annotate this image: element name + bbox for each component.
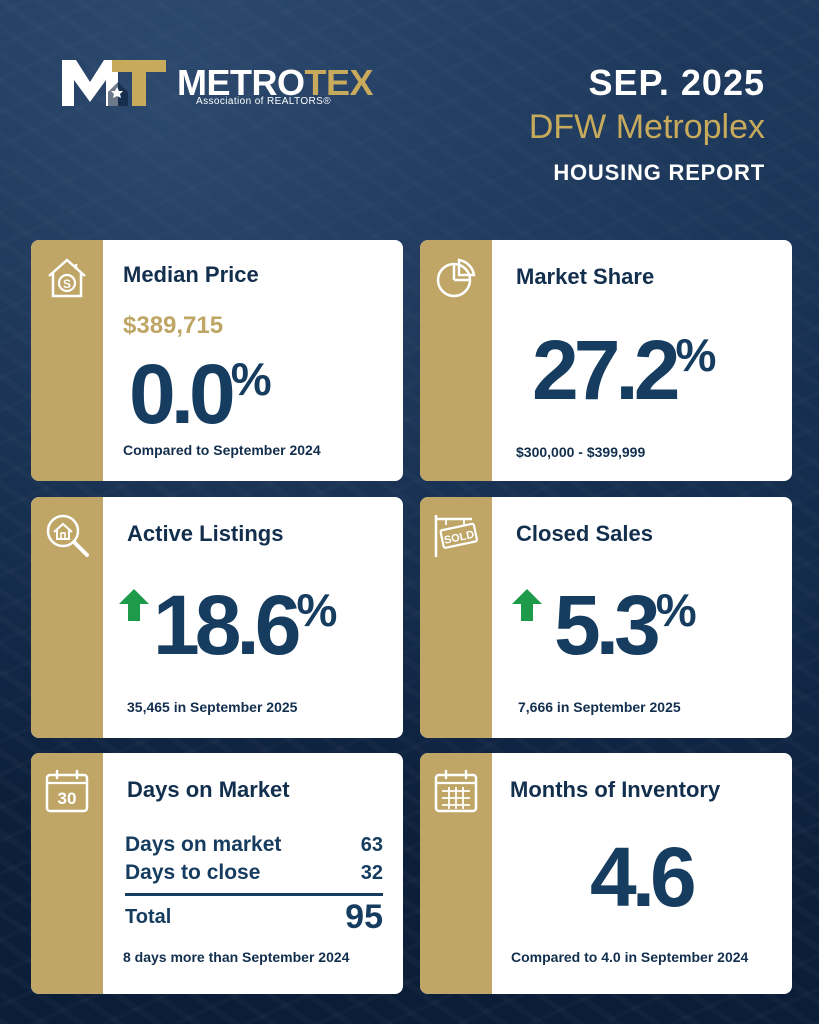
card-title: Market Share xyxy=(516,264,655,289)
card-title: Closed Sales xyxy=(516,521,653,546)
logo-wordmark: METROTEX xyxy=(177,62,374,103)
card-title: Months of Inventory xyxy=(510,777,721,802)
card-footnote: Compared to 4.0 in September 2024 xyxy=(511,949,749,965)
days-divider xyxy=(125,893,383,896)
active-listings-change: 18.6% xyxy=(153,578,338,672)
median-price-change: 0.0% xyxy=(129,347,272,441)
svg-text:S: S xyxy=(63,277,71,291)
days-total-value: 95 xyxy=(345,898,383,936)
card-footnote: Compared to September 2024 xyxy=(123,442,321,458)
card-market-share: Market Share 27.2% $300,000 - $399,999 xyxy=(420,240,792,481)
up-arrow-icon xyxy=(119,589,149,621)
card-title: Median Price xyxy=(123,262,259,287)
card-footnote: 8 days more than September 2024 xyxy=(123,949,350,965)
card-footnote: 35,465 in September 2025 xyxy=(127,699,298,715)
sold-sign-icon: SOLD xyxy=(434,515,478,557)
metrotex-logo: METROTEX Association of REALTORS® xyxy=(62,56,382,112)
house-dollar-icon: S xyxy=(48,258,86,298)
pie-chart-icon xyxy=(436,258,476,298)
card-footnote: 7,666 in September 2025 xyxy=(518,699,681,715)
card-median-price: S Median Price $389,715 0.0% Compared to… xyxy=(31,240,403,481)
card-days-on-market: 30 Days on Market Days on market 63 Days… xyxy=(31,753,403,994)
report-date: SEP. 2025 xyxy=(588,62,765,103)
mt-monogram-icon xyxy=(62,60,166,106)
card-title: Active Listings xyxy=(127,521,284,546)
up-arrow-icon xyxy=(512,589,542,621)
closed-sales-change: 5.3% xyxy=(554,578,697,672)
card-months-inventory: Months of Inventory 4.6 Compared to 4.0 … xyxy=(420,753,792,994)
months-inventory-value: 4.6 xyxy=(590,830,697,924)
card-footnote: $300,000 - $399,999 xyxy=(516,444,646,460)
days-row-value: 63 xyxy=(360,834,383,856)
logo-subtitle: Association of REALTORS® xyxy=(196,96,331,107)
report-title: HOUSING REPORT xyxy=(553,160,765,185)
days-row-value: 32 xyxy=(360,862,383,884)
card-active-listings: Active Listings 18.6% 35,465 in Septembe… xyxy=(31,497,403,738)
card-band xyxy=(420,497,492,738)
calendar-grid-icon xyxy=(434,769,478,813)
market-share-value: 27.2% xyxy=(532,323,717,417)
days-row-label: Days on market xyxy=(125,833,282,856)
median-price-value: $389,715 xyxy=(123,312,224,339)
days-row-label: Days to close xyxy=(125,861,261,884)
card-title: Days on Market xyxy=(127,777,290,802)
days-table: Days on market 63 Days to close 32 Total… xyxy=(125,831,383,937)
card-band xyxy=(31,240,103,481)
days-row: Days on market 63 xyxy=(125,831,383,859)
svg-text:30: 30 xyxy=(58,789,77,808)
house-magnifier-icon xyxy=(46,514,89,557)
card-closed-sales: SOLD Closed Sales 5.3% 7,666 in Septembe… xyxy=(420,497,792,738)
card-band xyxy=(31,497,103,738)
days-row: Days to close 32 xyxy=(125,859,383,887)
days-total-row: Total 95 xyxy=(125,898,383,937)
days-total-label: Total xyxy=(125,906,172,928)
card-band xyxy=(31,753,103,994)
calendar-30-icon: 30 xyxy=(45,769,89,813)
report-region: DFW Metroplex xyxy=(528,108,765,146)
